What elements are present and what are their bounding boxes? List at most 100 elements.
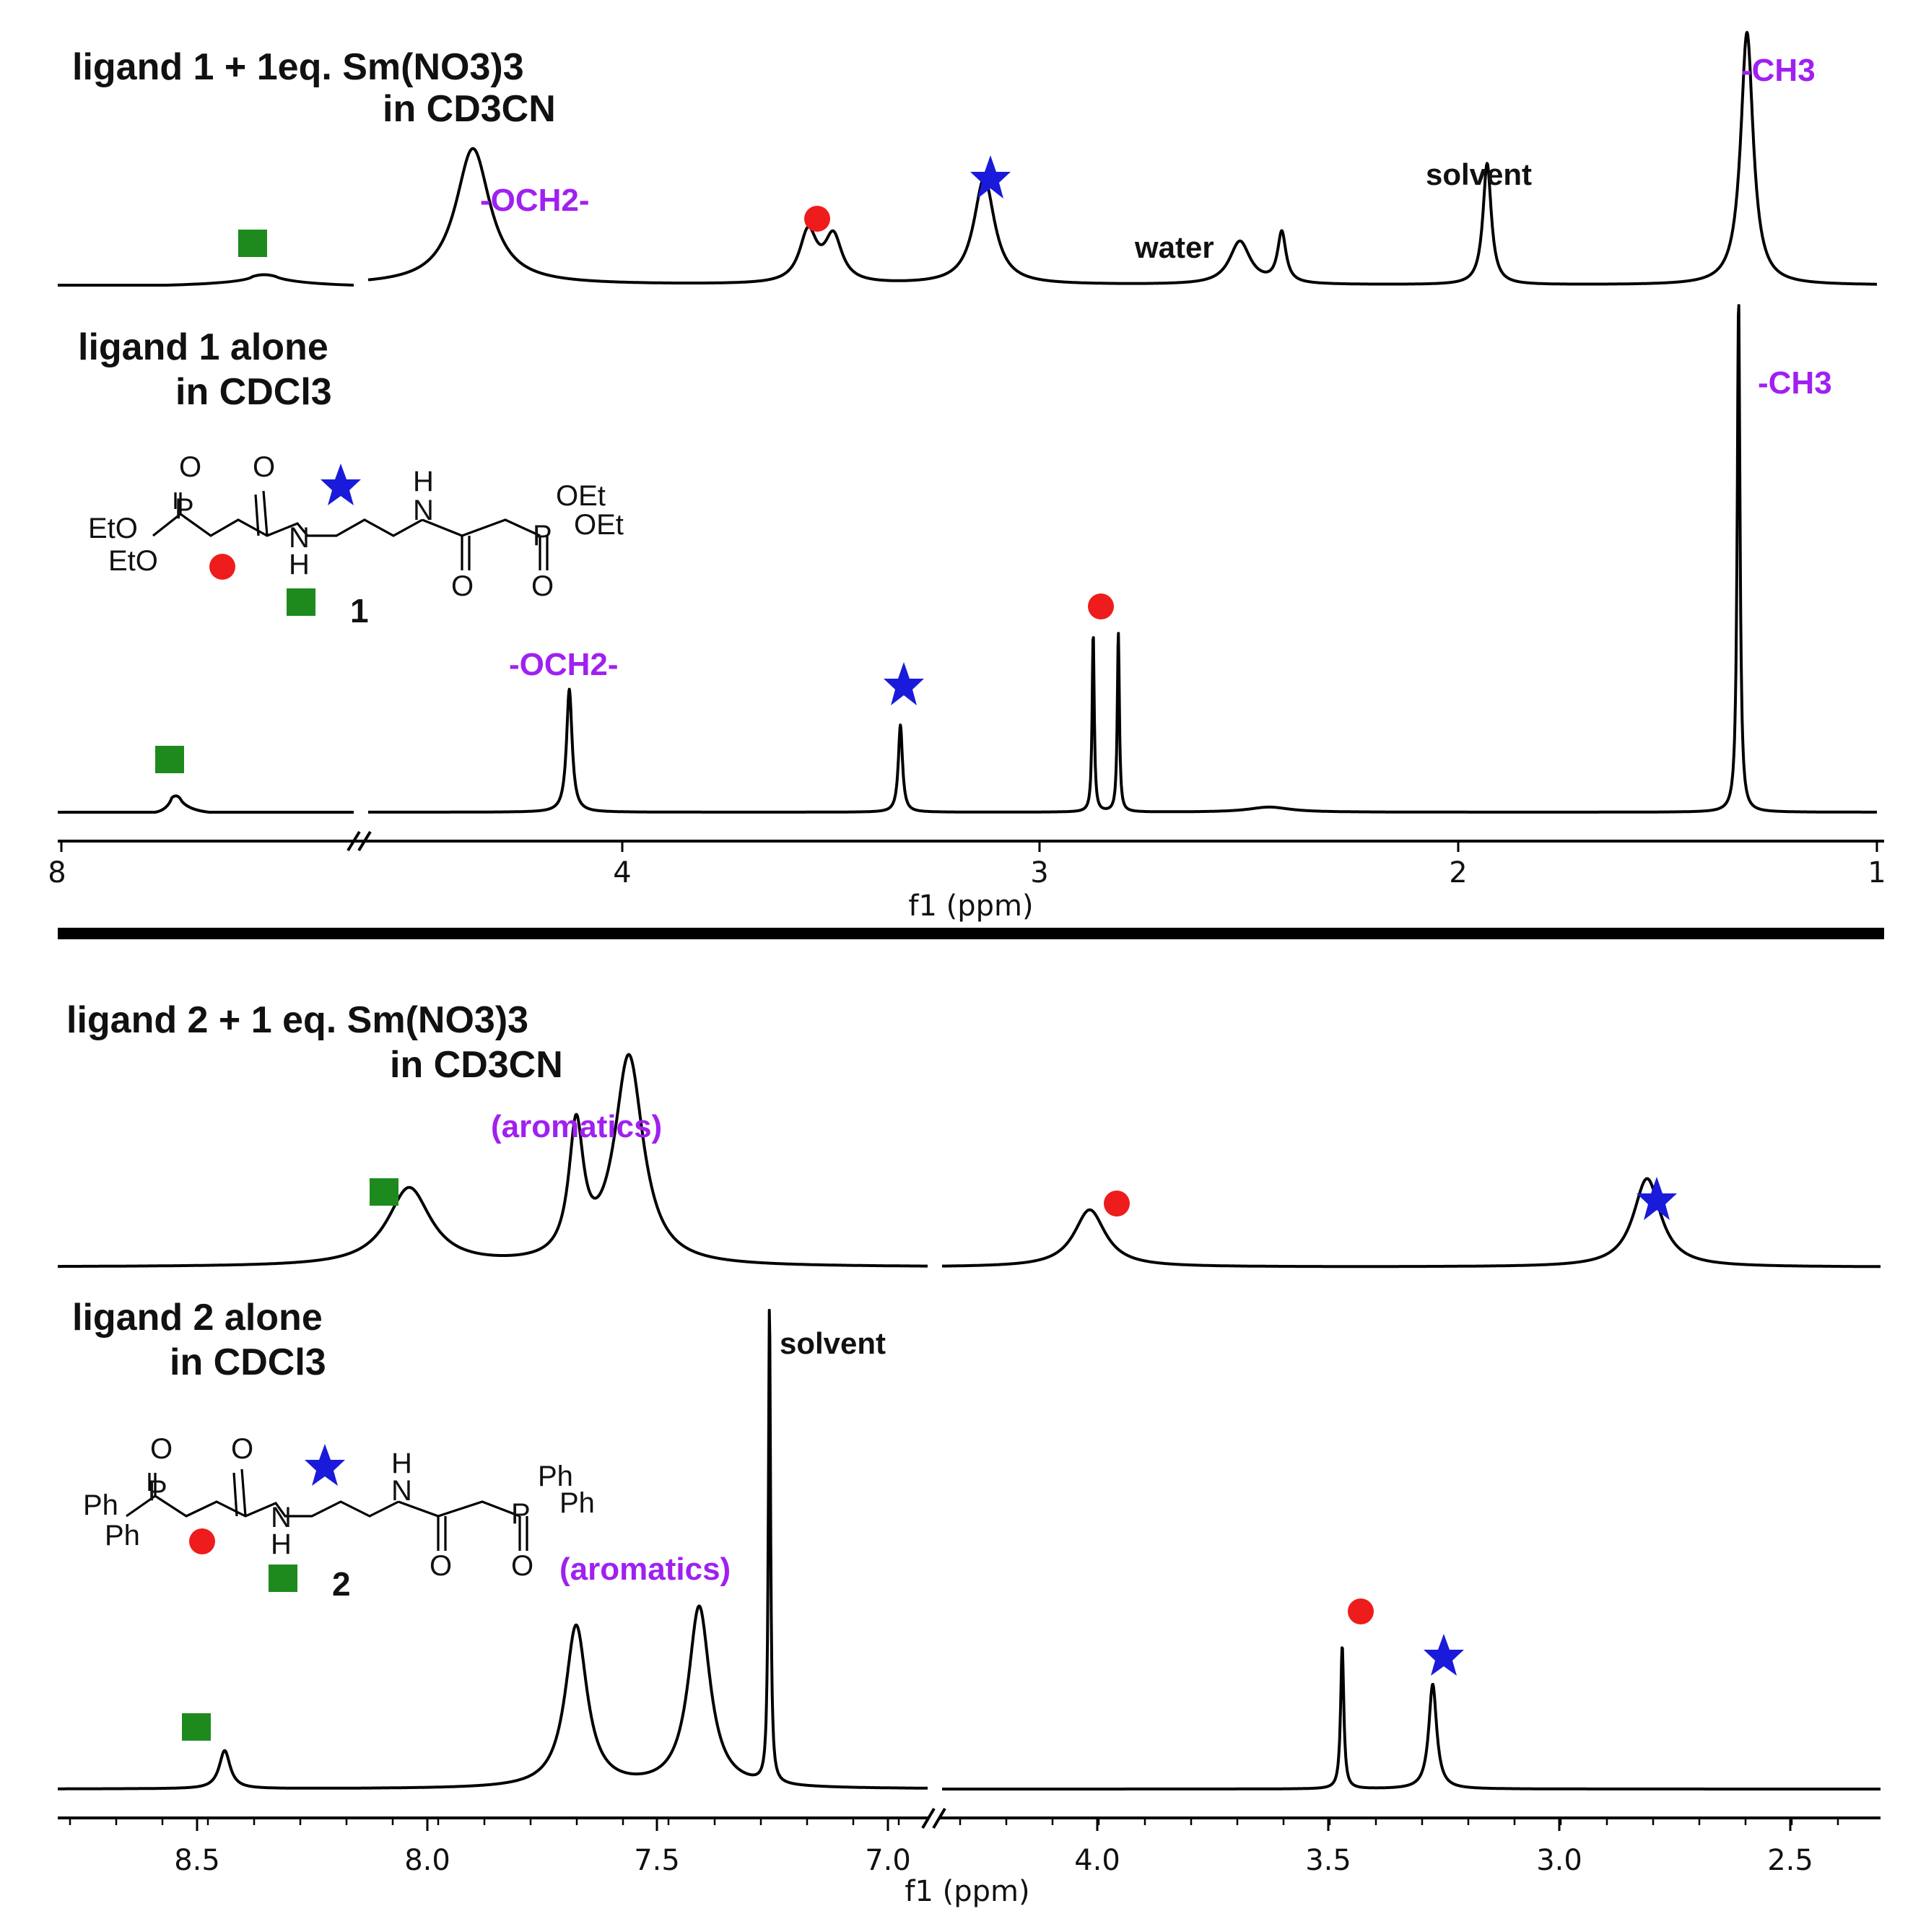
spectrum-ligand2-sm-left bbox=[56, 1053, 929, 1269]
label-solvent-2: solvent bbox=[780, 1326, 886, 1360]
svg-text:P: P bbox=[511, 1498, 531, 1530]
structure-marker-circle bbox=[209, 554, 235, 580]
svg-text:EtO: EtO bbox=[88, 513, 138, 544]
peak-marker-star bbox=[1637, 1177, 1677, 1220]
axis-break-1b bbox=[357, 830, 372, 852]
tick-label: 1 bbox=[1868, 856, 1886, 889]
svg-text:N: N bbox=[413, 495, 434, 526]
label-aromatics-2: (aromatics) bbox=[559, 1552, 731, 1587]
svg-text:O: O bbox=[531, 570, 554, 602]
svg-text:OEt: OEt bbox=[556, 480, 606, 512]
tick-label: 2.5 bbox=[1767, 1844, 1813, 1877]
structure-marker-square bbox=[269, 1565, 297, 1592]
spectrum-ligand1-sm-main bbox=[367, 30, 1878, 286]
title-ligand2-sm-line1: ligand 2 + 1 eq. Sm(NO3)3 bbox=[66, 999, 528, 1041]
structure-marker-star bbox=[305, 1444, 345, 1486]
tick-label: 8.5 bbox=[174, 1844, 220, 1877]
label-ch3-1: -CH3 bbox=[1741, 53, 1816, 88]
svg-text:P: P bbox=[175, 493, 194, 525]
svg-text:H: H bbox=[391, 1448, 412, 1479]
svg-text:H: H bbox=[289, 549, 310, 580]
peak-marker-circle bbox=[1348, 1598, 1374, 1624]
structure-ligand1: O O P EtO EtO N H H N O P O OEt OEt 1 bbox=[88, 451, 624, 630]
peak-marker-star bbox=[884, 662, 924, 705]
svg-text:P: P bbox=[533, 520, 552, 552]
svg-text:EtO: EtO bbox=[108, 545, 158, 577]
axis-break-2a bbox=[921, 1807, 936, 1829]
peak-marker-circle bbox=[1088, 593, 1114, 619]
label-och2-2: -OCH2- bbox=[509, 647, 619, 682]
compound-number-2: 2 bbox=[332, 1565, 351, 1603]
peak-marker-circle bbox=[804, 206, 830, 232]
title-ligand2-line2: in CDCl3 bbox=[170, 1341, 326, 1383]
tick-label: 4.0 bbox=[1074, 1844, 1120, 1877]
x-axis-label-2: f1 (ppm) bbox=[905, 1875, 1029, 1908]
svg-text:N: N bbox=[391, 1475, 412, 1507]
axis-break-1a bbox=[347, 830, 361, 852]
label-ch3-2: -CH3 bbox=[1758, 365, 1832, 401]
svg-text:P: P bbox=[148, 1475, 167, 1507]
peak-marker-square bbox=[370, 1178, 398, 1206]
tick-label: 2 bbox=[1449, 856, 1467, 889]
svg-text:N: N bbox=[289, 522, 310, 554]
svg-text:O: O bbox=[253, 451, 275, 483]
svg-text:O: O bbox=[430, 1550, 452, 1582]
peak-marker-circle bbox=[1104, 1191, 1130, 1217]
title-ligand1-line2: in CDCl3 bbox=[175, 371, 332, 413]
svg-text:N: N bbox=[271, 1502, 292, 1533]
svg-text:H: H bbox=[271, 1528, 292, 1560]
label-aromatics-1: (aromatics) bbox=[491, 1109, 662, 1144]
tick-label: 4 bbox=[613, 856, 631, 889]
panel-ligand2-sm: ligand 2 + 1 eq. Sm(NO3)3 in CD3CN (arom… bbox=[56, 999, 1882, 1269]
peak-marker-square bbox=[155, 746, 184, 773]
svg-text:O: O bbox=[231, 1433, 253, 1465]
tick-label: 7.5 bbox=[634, 1844, 680, 1877]
svg-text:Ph: Ph bbox=[538, 1461, 573, 1492]
peak-marker-star bbox=[970, 155, 1011, 199]
svg-text:Ph: Ph bbox=[83, 1489, 118, 1521]
peak-marker-square bbox=[238, 230, 267, 257]
label-solvent-1: solvent bbox=[1426, 157, 1532, 191]
panel-ligand1-alone: ligand 1 alone in CDCl3 O O P EtO EtO N … bbox=[48, 304, 1886, 923]
axis-break-2b bbox=[932, 1807, 946, 1829]
title-ligand2-sm-line2: in CD3CN bbox=[390, 1044, 563, 1086]
panel-ligand2-alone: ligand 2 alone in CDCl3 O O P Ph Ph N H … bbox=[56, 1297, 1882, 1908]
spectrum-ligand2-left bbox=[56, 1308, 929, 1790]
title-ligand1-line1: ligand 1 alone bbox=[78, 326, 328, 368]
tick-label: 7.0 bbox=[865, 1844, 911, 1877]
structure-marker-square bbox=[287, 588, 315, 616]
axis1-ticks bbox=[60, 841, 1878, 852]
svg-text:H: H bbox=[413, 466, 434, 497]
peak-marker-star bbox=[1424, 1634, 1464, 1676]
structure-marker-star bbox=[321, 464, 361, 505]
x-axis-label-1: f1 (ppm) bbox=[908, 889, 1033, 923]
spectrum-ligand2-right bbox=[941, 1646, 1882, 1790]
svg-text:Ph: Ph bbox=[559, 1487, 595, 1519]
tick-label: 3.0 bbox=[1536, 1844, 1582, 1877]
label-water: water bbox=[1134, 230, 1214, 264]
axis2-minor-ticks bbox=[69, 1818, 1839, 1825]
svg-text:Ph: Ph bbox=[105, 1520, 140, 1552]
spectrum-ligand2-sm-right bbox=[941, 1177, 1882, 1269]
title-ligand2-line1: ligand 2 alone bbox=[72, 1297, 323, 1339]
compound-number-1: 1 bbox=[350, 592, 369, 630]
svg-text:O: O bbox=[179, 451, 201, 483]
tick-label: 8 bbox=[48, 856, 66, 889]
svg-text:O: O bbox=[511, 1550, 533, 1582]
axis2-major-ticks bbox=[196, 1818, 1792, 1831]
svg-text:O: O bbox=[451, 570, 474, 602]
title-ligand1-sm-line1: ligand 1 + 1eq. Sm(NO3)3 bbox=[72, 46, 524, 88]
structure-ligand2: O O P Ph Ph N H H N O P O Ph Ph 2 bbox=[83, 1433, 595, 1603]
spectrum-ligand1-sm-left bbox=[58, 273, 354, 287]
tick-label: 3.5 bbox=[1305, 1844, 1351, 1877]
peak-marker-square bbox=[182, 1713, 211, 1741]
panel-ligand1-sm: ligand 1 + 1eq. Sm(NO3)3 in CD3CN -OCH2-… bbox=[58, 30, 1878, 287]
tick-label: 3 bbox=[1030, 856, 1048, 889]
structure-marker-circle bbox=[189, 1528, 215, 1554]
spectrum-ligand1-main bbox=[367, 304, 1878, 814]
title-ligand1-sm-line2: in CD3CN bbox=[383, 88, 556, 130]
tick-label: 8.0 bbox=[404, 1844, 450, 1877]
svg-text:O: O bbox=[150, 1433, 173, 1465]
panel-divider bbox=[58, 928, 1884, 939]
